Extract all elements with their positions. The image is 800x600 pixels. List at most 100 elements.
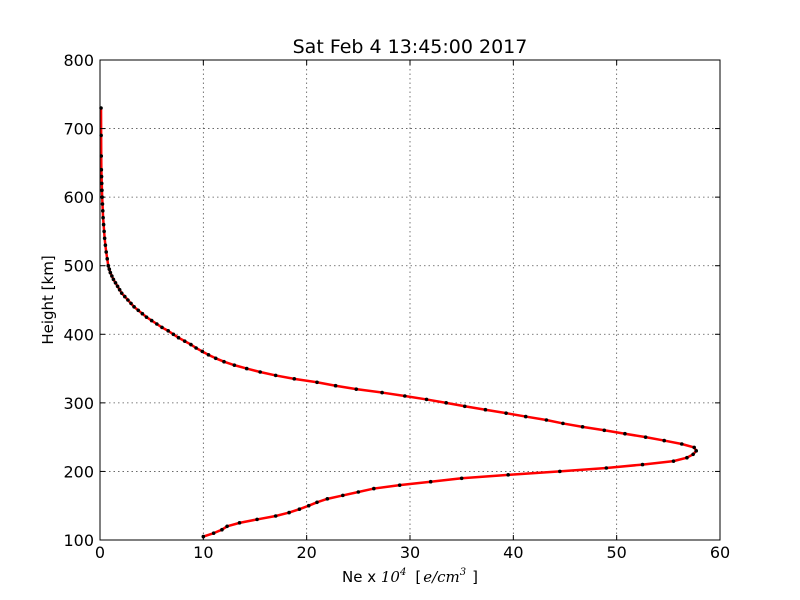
- data-point: [273, 514, 278, 518]
- series-layer: [99, 106, 699, 539]
- data-point: [206, 353, 211, 357]
- data-point: [671, 459, 676, 463]
- ticks: 0 10 20 30 40 50 60 100 200 300 400 500 600 700 800: [63, 51, 730, 562]
- data-point: [225, 524, 229, 529]
- y-tick-label: 400: [63, 325, 94, 344]
- data-point: [129, 301, 133, 306]
- data-point: [679, 442, 684, 446]
- data-point: [211, 531, 216, 535]
- data-point: [182, 339, 187, 343]
- x-tick-label: 50: [606, 543, 626, 562]
- data-point: [220, 527, 224, 532]
- data-point: [424, 397, 429, 402]
- data-point: [213, 356, 218, 361]
- data-point: [580, 425, 585, 429]
- data-point: [171, 332, 176, 337]
- data-point: [604, 466, 609, 470]
- data-point: [341, 493, 345, 498]
- data-point: [194, 346, 198, 350]
- y-tick-label: 800: [63, 51, 94, 70]
- data-point: [126, 298, 130, 302]
- data-point: [561, 421, 565, 426]
- y-tick-label: 700: [63, 120, 94, 139]
- data-point: [602, 428, 607, 433]
- data-point: [315, 380, 319, 385]
- x-axis-label-close: ]: [472, 568, 478, 586]
- data-point: [101, 215, 105, 220]
- data-point: [403, 394, 407, 398]
- data-point: [100, 202, 105, 206]
- data-point: [149, 318, 154, 323]
- data-point: [255, 517, 259, 522]
- data-point: [640, 462, 645, 467]
- data-point: [123, 294, 127, 299]
- x-tick-label: 10: [193, 543, 213, 562]
- x-axis-label-prefix: Ne x: [342, 568, 381, 586]
- data-point: [483, 407, 488, 412]
- data-point: [292, 377, 297, 381]
- data-point: [104, 250, 108, 254]
- data-point: [232, 363, 237, 367]
- data-point: [136, 308, 141, 313]
- x-tick-label: 40: [503, 543, 523, 562]
- data-point: [544, 418, 549, 422]
- data-point: [273, 373, 278, 378]
- chart-title: Sat Feb 4 13:45:00 2017: [293, 36, 528, 58]
- data-point: [144, 315, 149, 319]
- data-point: [189, 342, 193, 347]
- data-point: [132, 305, 136, 309]
- data-point: [258, 370, 262, 374]
- data-point: [100, 209, 105, 213]
- data-point: [306, 503, 311, 508]
- data-point: [106, 263, 111, 268]
- data-point: [108, 270, 113, 275]
- data-point: [140, 311, 145, 316]
- x-axis-label-base: 10: [381, 568, 401, 586]
- data-point: [356, 490, 361, 494]
- data-point: [558, 469, 562, 474]
- data-point: [102, 229, 106, 234]
- data-point: [110, 274, 114, 278]
- data-point: [325, 497, 330, 501]
- data-point: [166, 329, 170, 333]
- data-point: [99, 174, 104, 179]
- data-point: [117, 287, 122, 292]
- data-point: [662, 438, 666, 443]
- y-axis-label: Height [km]: [39, 255, 57, 344]
- data-point: [176, 335, 181, 340]
- data-point: [200, 349, 205, 354]
- data-point: [103, 243, 108, 247]
- data-point: [694, 449, 699, 453]
- data-point: [119, 291, 124, 295]
- x-axis-label-unit: e/cm: [423, 568, 460, 586]
- data-point: [643, 435, 648, 439]
- data-point: [333, 383, 338, 388]
- data-point: [462, 404, 467, 409]
- data-point: [685, 455, 689, 460]
- x-axis-label-exp: 4: [399, 567, 406, 578]
- data-point: [692, 445, 696, 450]
- data-point: [372, 486, 376, 491]
- data-point: [101, 222, 106, 227]
- data-point: [623, 431, 627, 436]
- data-point: [428, 479, 433, 484]
- data-point: [115, 284, 120, 289]
- x-tick-label: 30: [400, 543, 420, 562]
- data-point: [102, 236, 107, 241]
- data-point: [315, 500, 319, 505]
- x-axis-label: Ne x 104 [e/cm3]: [342, 567, 478, 586]
- data-point: [105, 257, 110, 261]
- data-point: [397, 483, 402, 487]
- data-point: [354, 387, 359, 391]
- data-point: [111, 277, 116, 282]
- data-point: [160, 325, 164, 330]
- x-tick-label: 20: [296, 543, 316, 562]
- data-point: [297, 507, 302, 511]
- data-point: [244, 366, 249, 371]
- y-tick-label: 600: [63, 188, 94, 207]
- data-point: [459, 476, 464, 481]
- x-axis-label-open: [: [415, 568, 421, 586]
- data-point: [99, 181, 104, 186]
- data-point: [506, 473, 510, 477]
